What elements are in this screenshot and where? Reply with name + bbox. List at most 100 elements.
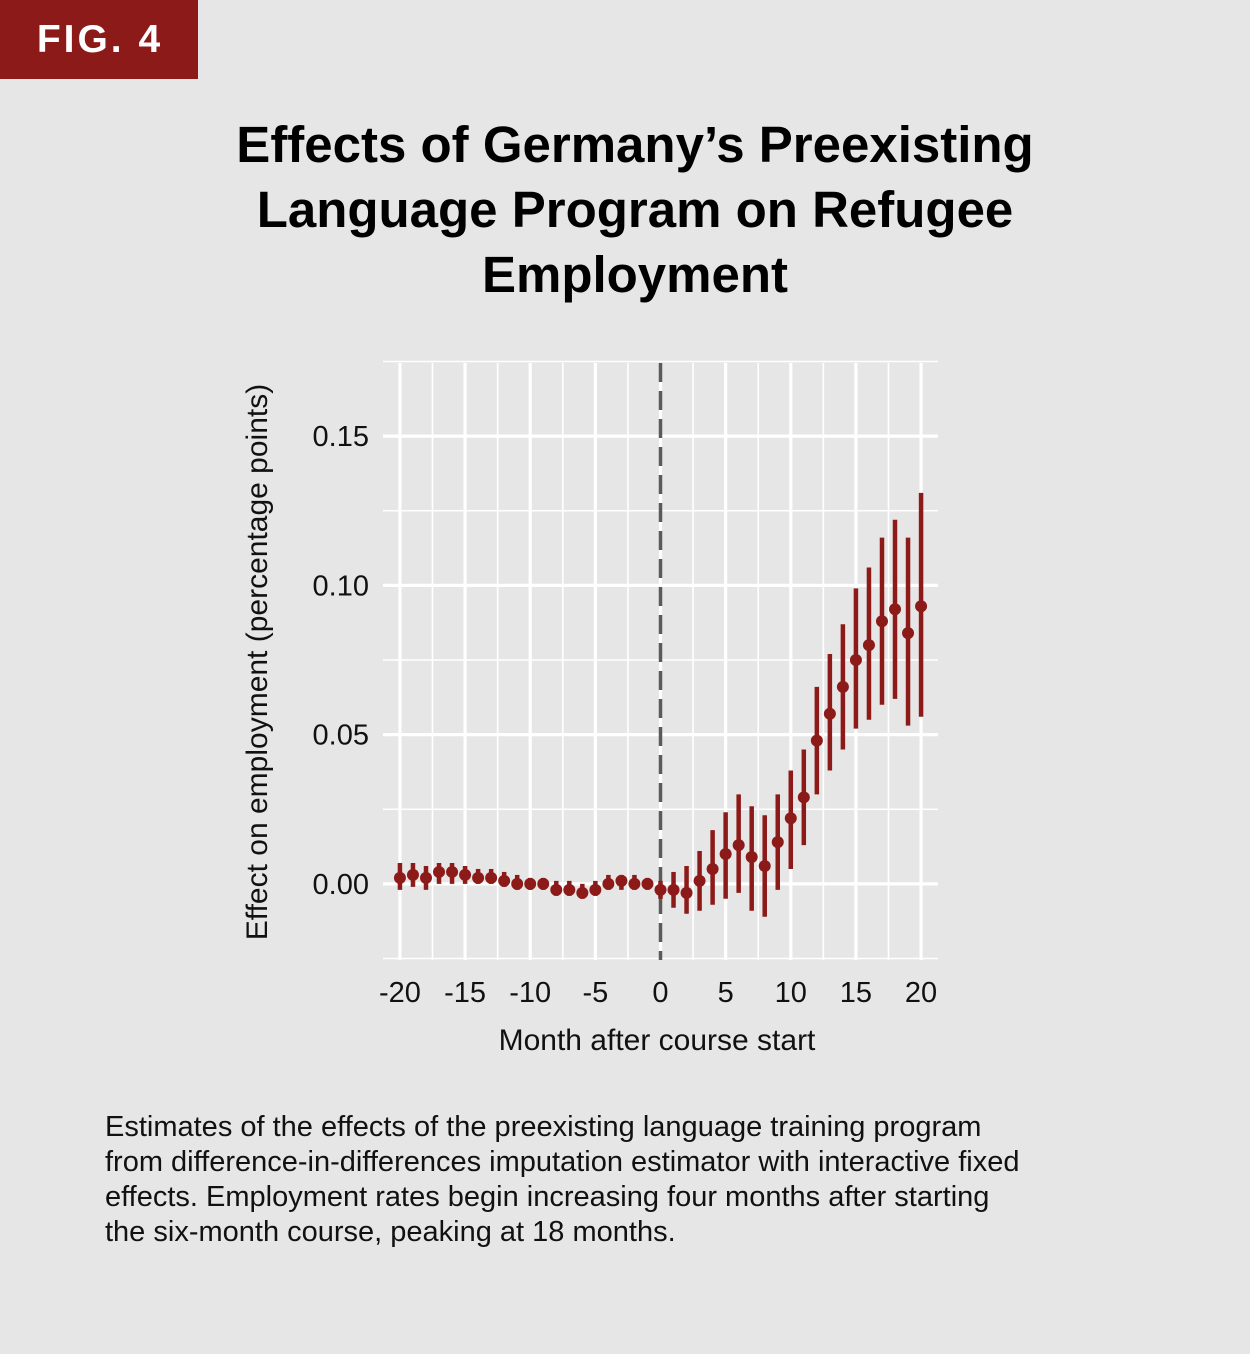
point-estimate [836, 680, 849, 693]
point-estimate [589, 883, 602, 896]
point-estimate [732, 839, 745, 852]
estimate-point-group [602, 874, 615, 890]
x-tick-label: 10 [775, 977, 807, 1009]
point-estimate [602, 877, 615, 890]
estimate-point-group [498, 871, 511, 887]
point-estimate [419, 871, 432, 884]
estimate-point-group [719, 812, 732, 899]
figure-title: Effects of Germany’s Preexisting Languag… [100, 112, 1170, 307]
estimate-point-group [797, 749, 810, 846]
x-tick-labels: -20 -15 -10 -5 0 5 10 15 20 [379, 977, 937, 1009]
point-estimate [393, 871, 406, 884]
estimate-point-group [862, 567, 875, 720]
y-tick-label: 0.05 [313, 720, 369, 752]
estimate-point-group [680, 865, 693, 914]
estimate-point-group [732, 794, 745, 893]
y-axis-label: Effect on employment (percentage points) [241, 384, 274, 940]
caption-line-1: Estimates of the effects of the preexist… [105, 1111, 982, 1143]
estimate-point-group [563, 880, 576, 896]
estimate-point-group [537, 877, 550, 890]
point-estimate [667, 883, 680, 896]
estimate-point-group [889, 519, 902, 699]
y-tick-label: 0.00 [313, 869, 369, 901]
x-tick-label: 0 [652, 977, 668, 1009]
estimate-point-group [589, 880, 602, 896]
figure-caption: Estimates of the effects of the preexist… [105, 1110, 1185, 1250]
estimate-series [393, 492, 928, 917]
point-estimate [576, 886, 589, 899]
effects-chart: -20 -15 -10 -5 0 5 10 15 20 0.00 0.05 0.10 0.15 Mon… [241, 360, 938, 1057]
estimate-point-group [628, 874, 641, 890]
estimate-point-group [823, 654, 836, 771]
point-estimate [433, 865, 446, 878]
x-tick-label: -15 [444, 977, 486, 1009]
estimate-point-group [433, 862, 446, 884]
x-tick-label: 5 [718, 977, 734, 1009]
point-estimate [459, 868, 472, 881]
point-estimate [875, 615, 888, 628]
point-estimate [771, 836, 784, 849]
caption-line-3: effects. Employment rates begin increasi… [105, 1181, 990, 1213]
point-estimate [498, 874, 511, 887]
caption-line-4: the six-month course, peaking at 18 mont… [105, 1216, 676, 1248]
estimate-point-group [654, 880, 667, 899]
point-estimate [810, 734, 823, 747]
x-tick-label: -10 [509, 977, 551, 1009]
estimate-point-group [902, 537, 915, 726]
estimate-point-group [511, 874, 524, 890]
x-tick-label: 20 [905, 977, 937, 1009]
point-estimate [524, 877, 537, 890]
point-estimate [889, 603, 902, 616]
point-estimate [745, 851, 758, 864]
point-estimate [849, 654, 862, 667]
estimate-point-group [485, 868, 498, 884]
y-tick-label: 0.10 [313, 570, 369, 602]
estimate-point-group [771, 794, 784, 890]
point-estimate [511, 877, 524, 890]
title-line-3: Employment [481, 246, 789, 303]
point-estimate [406, 868, 419, 881]
point-estimate [641, 877, 654, 890]
estimate-point-group [550, 880, 563, 896]
estimate-point-group [706, 830, 719, 905]
estimate-point-group [836, 624, 849, 750]
x-axis-label: Month after course start [499, 1024, 816, 1057]
point-estimate [680, 886, 693, 899]
title-line-2: Language Program on Refugee [256, 181, 1014, 238]
point-estimate [902, 627, 915, 640]
estimate-point-group [406, 862, 419, 887]
estimate-point-group [784, 770, 797, 869]
point-estimate [784, 812, 797, 825]
x-tick-label: -5 [582, 977, 608, 1009]
title-line-1: Effects of Germany’s Preexisting [236, 116, 1034, 173]
point-estimate [719, 848, 732, 861]
point-estimate [550, 883, 563, 896]
x-tick-label: -20 [379, 977, 421, 1009]
point-estimate [693, 874, 706, 887]
point-estimate [862, 639, 875, 652]
estimate-point-group [693, 851, 706, 911]
point-estimate [758, 859, 771, 872]
point-estimate [823, 707, 836, 720]
estimate-point-group [472, 868, 485, 884]
point-estimate [915, 600, 928, 613]
point-estimate [797, 791, 810, 804]
estimate-point-group [419, 865, 432, 890]
figure-number-badge: FIG. 4 [0, 0, 198, 79]
estimate-point-group [393, 862, 406, 890]
point-estimate [446, 865, 459, 878]
estimate-point-group [576, 883, 589, 899]
point-estimate [615, 874, 628, 887]
point-estimate [654, 883, 667, 896]
estimate-point-group [459, 865, 472, 884]
grid-minor [383, 360, 938, 960]
estimate-point-group [810, 686, 823, 795]
estimate-point-group [446, 862, 459, 884]
estimate-point-group [875, 537, 888, 705]
point-estimate [563, 883, 576, 896]
estimate-point-group [745, 806, 758, 911]
x-tick-label: 15 [840, 977, 872, 1009]
estimate-point-group [667, 871, 680, 908]
point-estimate [628, 877, 641, 890]
estimate-point-group [758, 815, 771, 917]
